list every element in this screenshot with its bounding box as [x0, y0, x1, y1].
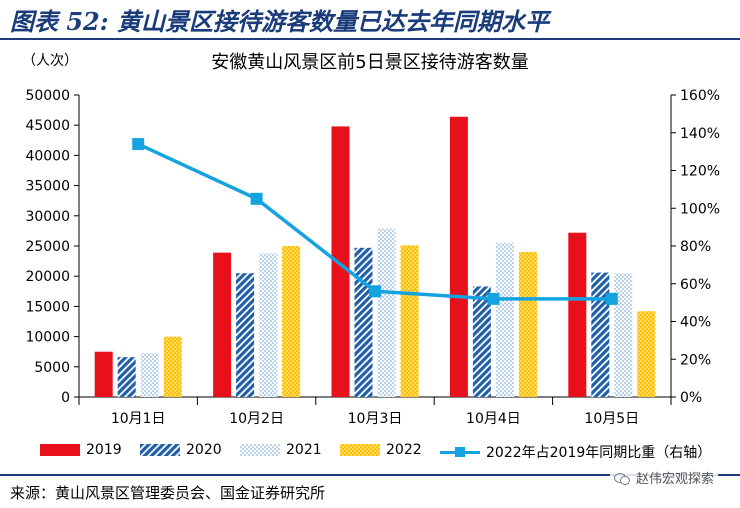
legend-swatch-2019	[40, 444, 80, 456]
x-tick-label: 10月4日	[466, 411, 521, 427]
ratio-line-point	[487, 292, 500, 305]
y-right-tick-label: 120%	[680, 164, 720, 180]
legend: 2019 2020 2021 2022 2022年占2019年同期比重（右轴）	[0, 438, 740, 466]
footer-rule	[0, 474, 740, 476]
legend-item-ratio-line: 2022年占2019年同期比重（右轴）	[440, 442, 711, 462]
bar-2020	[236, 273, 255, 397]
y-left-tick-label: 10000	[25, 330, 70, 346]
y-right-tick-label: 80%	[680, 239, 711, 255]
x-tick-label: 10月2日	[229, 411, 284, 427]
bar-2019	[568, 232, 587, 397]
bar-2021	[140, 352, 159, 397]
legend-label-2022: 2022	[386, 442, 422, 458]
wechat-icon	[613, 471, 630, 485]
bar-2021	[495, 242, 514, 397]
y-left-tick-label: 15000	[25, 299, 70, 315]
legend-label-2019: 2019	[86, 442, 122, 458]
title-rule	[0, 38, 740, 40]
watermark-text: 赵伟宏观探索	[635, 472, 714, 487]
ratio-line-point	[250, 192, 263, 205]
bar-2019	[331, 126, 350, 398]
legend-swatch-2022	[340, 444, 380, 456]
ratio-line-point	[605, 292, 618, 305]
ratio-line-point	[369, 285, 381, 298]
y-axis-unit-label: （人次）	[22, 53, 78, 69]
legend-item-2021: 2021	[240, 442, 322, 458]
y-left-tick-label: 45000	[25, 118, 70, 134]
source-note: 来源：黄山风景区管理委员会、国金证券研究所	[10, 484, 326, 502]
y-right-tick-label: 40%	[680, 315, 711, 331]
y-left-tick-label: 5000	[34, 360, 70, 376]
watermark: 赵伟宏观探索	[609, 468, 718, 487]
chart-plot: 0 5000 10000 15000 20000 25000 30000 35000 40000…	[25, 88, 720, 427]
legend-label-2021: 2021	[286, 442, 322, 458]
bar-2021	[377, 228, 396, 397]
bar-2020	[354, 247, 373, 397]
bar-2022	[637, 311, 656, 397]
y-left-tick-label: 0	[61, 390, 70, 406]
bar-2022	[518, 252, 537, 397]
bar-2022	[400, 245, 419, 397]
legend-label-2020: 2020	[186, 442, 222, 458]
y-left-tick-label: 35000	[25, 179, 70, 195]
y-left-tick-label: 25000	[25, 239, 70, 255]
bar-2020	[591, 272, 610, 397]
legend-swatch-2021	[240, 444, 280, 456]
y-right-tick-label: 160%	[680, 88, 720, 104]
ratio-line	[137, 142, 612, 301]
y-left-tick-label: 40000	[25, 148, 70, 164]
x-tick-label: 10月5日	[584, 411, 639, 427]
figure-title: 图表 52: 黄山景区接待游客数量已达去年同期水平	[10, 7, 549, 36]
ratio-line-point	[132, 138, 145, 151]
bar-2021	[614, 273, 633, 397]
legend-swatch-2020	[140, 444, 180, 456]
legend-item-2022: 2022	[340, 442, 422, 458]
x-tick-label: 10月3日	[348, 411, 403, 427]
y-right-tick-label: 140%	[680, 126, 720, 142]
bar-2022	[282, 246, 301, 397]
legend-item-2019: 2019	[40, 442, 122, 458]
bar-2020	[117, 357, 136, 397]
bar-2019	[213, 252, 232, 397]
bar-2019	[449, 116, 468, 397]
bar-2022	[163, 336, 182, 397]
chart-title: 安徽黄山风景区前5日景区接待游客数量	[211, 52, 529, 73]
y-left-tick-label: 20000	[25, 269, 70, 285]
y-right-tick-label: 100%	[680, 201, 720, 217]
y-right-tick-label: 0%	[680, 390, 702, 406]
y-right-tick-label: 20%	[680, 352, 711, 368]
legend-label-ratio-line: 2022年占2019年同期比重（右轴）	[486, 445, 712, 461]
y-left-tick-label: 30000	[25, 209, 70, 225]
legend-item-2020: 2020	[140, 442, 222, 458]
legend-line-marker	[440, 446, 480, 458]
x-tick-label: 10月1日	[111, 411, 166, 427]
bar-2019	[94, 351, 113, 397]
y-left-tick-label: 50000	[25, 88, 70, 104]
y-right-tick-label: 60%	[680, 277, 711, 293]
bar-2021	[259, 253, 278, 397]
bar-2020	[472, 286, 491, 397]
